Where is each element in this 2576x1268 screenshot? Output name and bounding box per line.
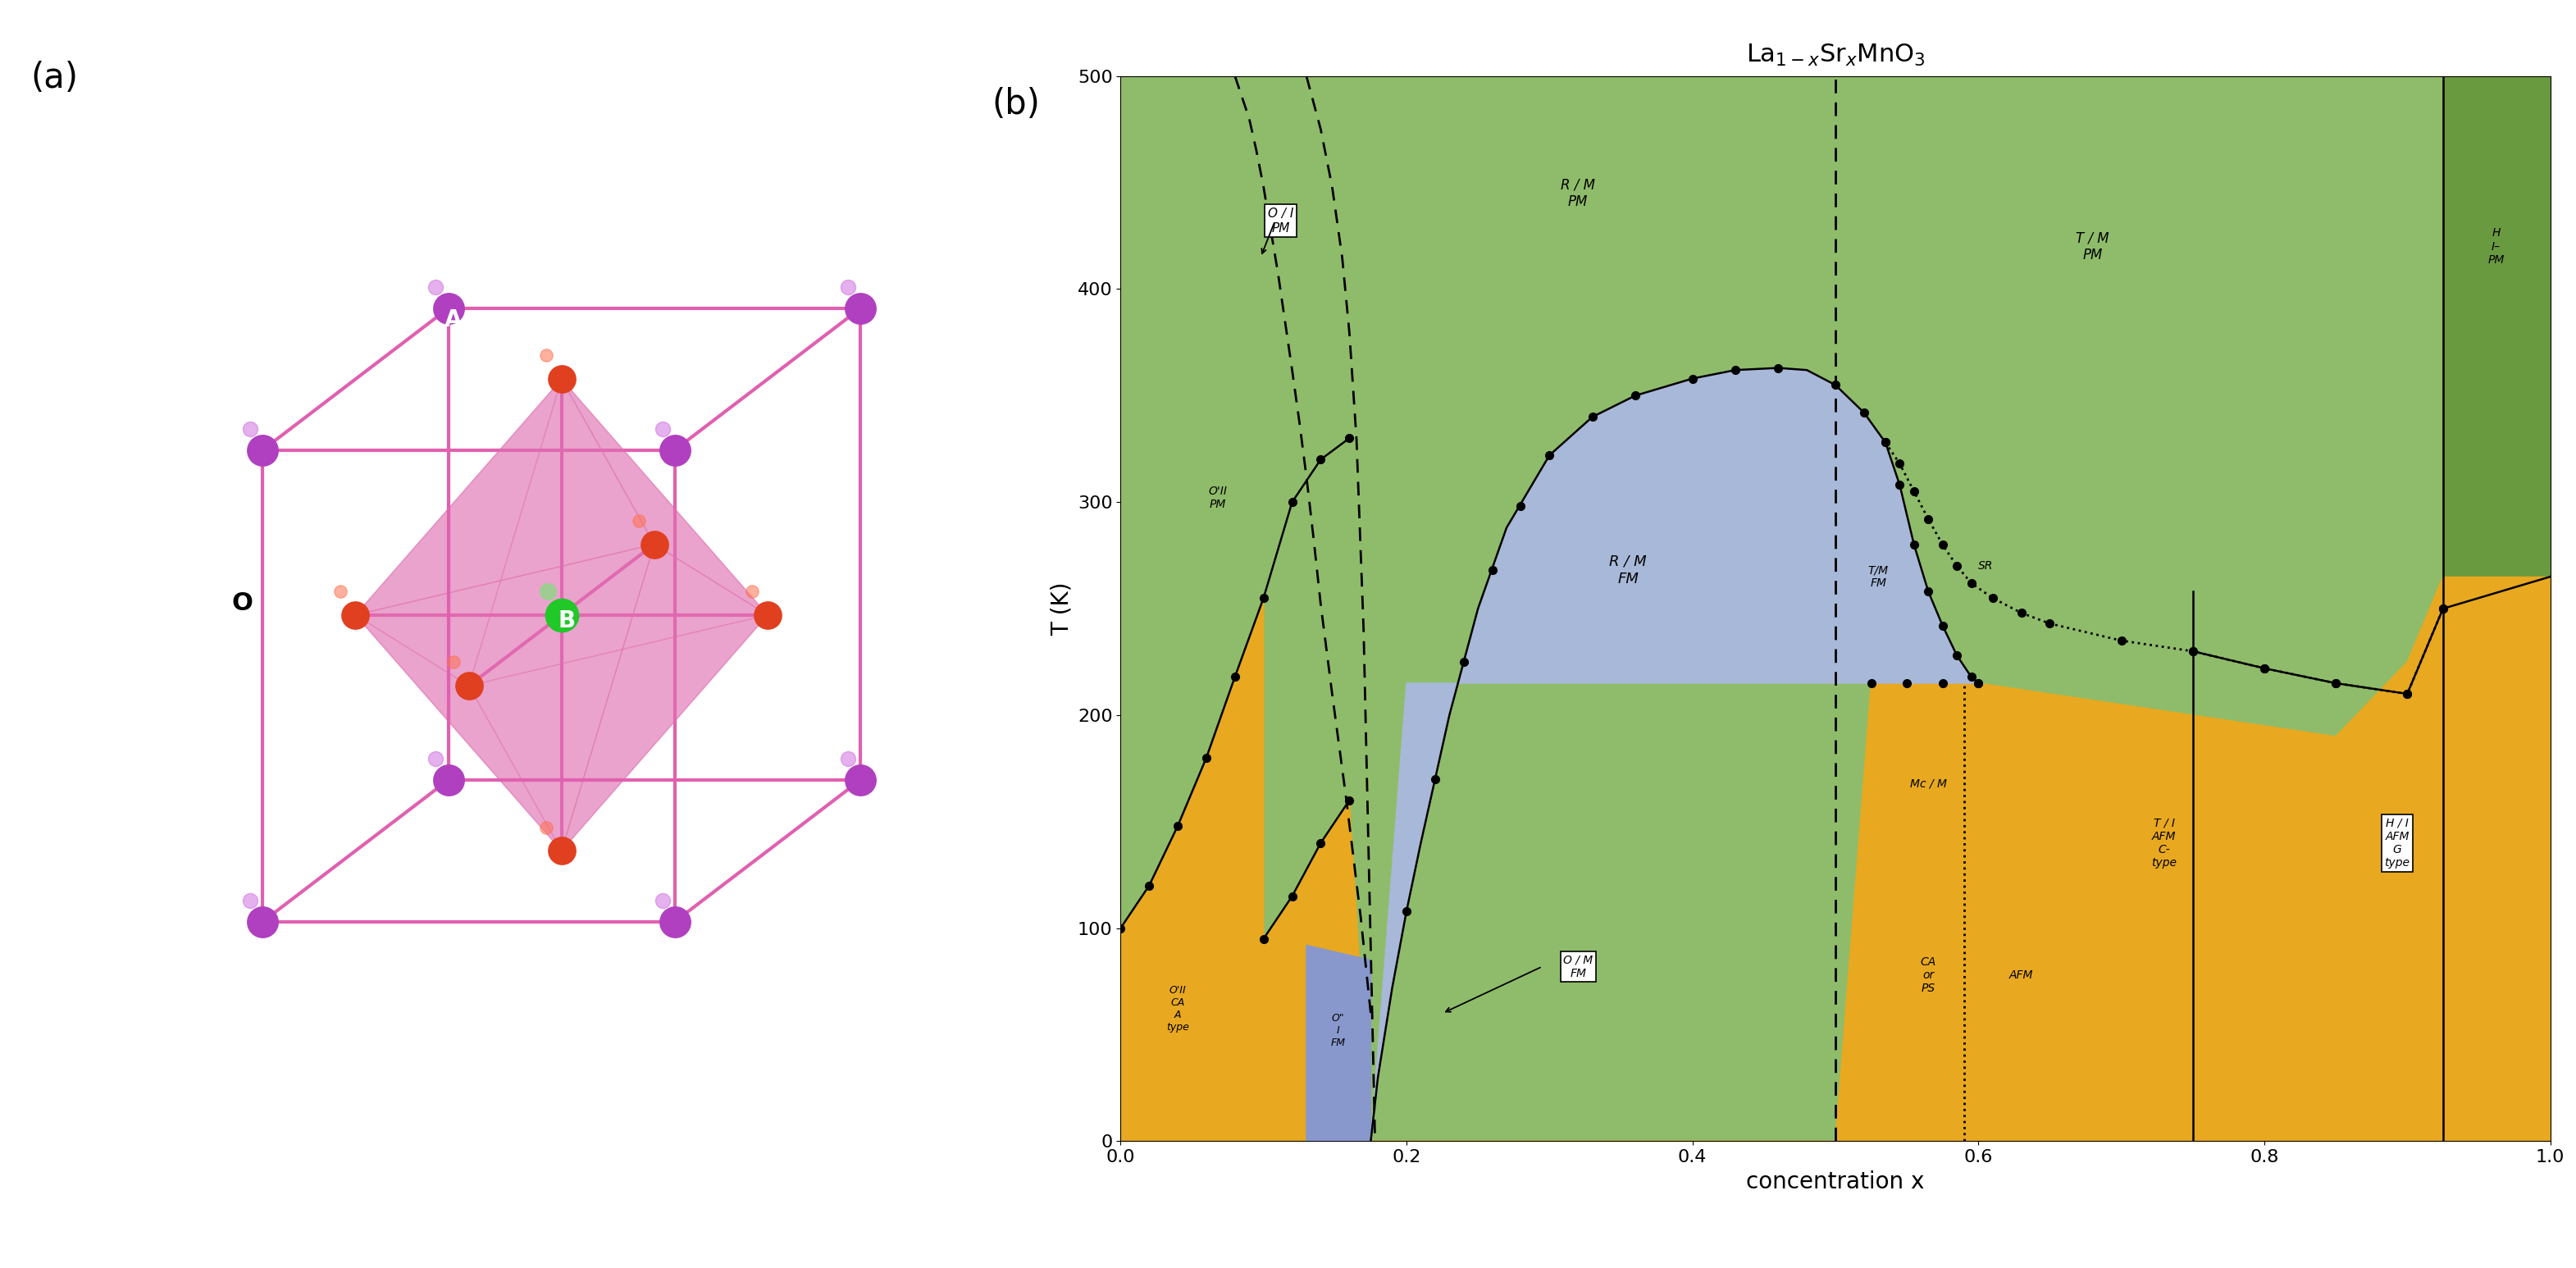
Polygon shape <box>2442 577 2550 1141</box>
Text: CA
or
PS: CA or PS <box>1922 956 1937 994</box>
Title: La$_{1-x}$Sr$_x$MnO$_3$: La$_{1-x}$Sr$_x$MnO$_3$ <box>1747 43 1924 68</box>
Text: SR: SR <box>1978 560 1994 572</box>
Text: O / M
FM: O / M FM <box>1564 954 1592 979</box>
Polygon shape <box>469 379 768 686</box>
Polygon shape <box>1306 945 1370 1141</box>
Text: R / M
PM: R / M PM <box>1561 178 1595 209</box>
Polygon shape <box>1121 577 2442 1141</box>
Polygon shape <box>355 379 562 686</box>
Polygon shape <box>1370 368 1978 1141</box>
Text: T/M
FM: T/M FM <box>1868 564 1888 590</box>
Text: O: O <box>232 591 252 615</box>
Text: T / M
PM: T / M PM <box>2076 231 2110 262</box>
Polygon shape <box>562 544 768 851</box>
Polygon shape <box>469 615 768 851</box>
Text: O'II
PM: O'II PM <box>1208 486 1226 510</box>
Polygon shape <box>562 379 768 615</box>
Text: O'II
CA
A
type: O'II CA A type <box>1167 985 1190 1033</box>
Text: T / I
AFM
C-
type: T / I AFM C- type <box>2151 818 2177 869</box>
Text: A: A <box>446 308 461 332</box>
Polygon shape <box>355 379 654 615</box>
Text: H / I
AFM
G
type: H / I AFM G type <box>2385 818 2411 869</box>
Text: O"
I
FM: O" I FM <box>1329 1013 1345 1049</box>
Text: B: B <box>559 610 574 633</box>
Text: (b): (b) <box>992 86 1041 122</box>
Text: H
I–
PM: H I– PM <box>2488 227 2504 265</box>
Text: Mc / M: Mc / M <box>1909 777 1947 789</box>
Text: R / M
FM: R / M FM <box>1610 554 1646 586</box>
Polygon shape <box>355 615 562 851</box>
Text: O / I
PM: O / I PM <box>1267 208 1293 235</box>
Text: (a): (a) <box>31 61 77 95</box>
X-axis label: concentration x: concentration x <box>1747 1170 1924 1193</box>
Polygon shape <box>355 544 654 851</box>
Text: AFM: AFM <box>2009 969 2032 980</box>
Y-axis label: T (K): T (K) <box>1051 582 1074 635</box>
